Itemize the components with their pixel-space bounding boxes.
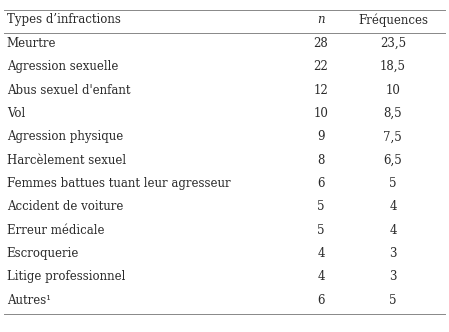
Text: 5: 5 — [389, 294, 396, 307]
Text: 18,5: 18,5 — [380, 60, 406, 73]
Text: 4: 4 — [317, 247, 325, 260]
Text: Types d’infractions: Types d’infractions — [7, 14, 121, 27]
Text: 8,5: 8,5 — [383, 107, 402, 120]
Text: Agression sexuelle: Agression sexuelle — [7, 60, 118, 73]
Text: 22: 22 — [314, 60, 328, 73]
Text: 5: 5 — [317, 201, 325, 213]
Text: 8: 8 — [317, 154, 325, 167]
Text: 6: 6 — [317, 177, 325, 190]
Text: Abus sexuel d'enfant: Abus sexuel d'enfant — [7, 84, 130, 97]
Text: Autres¹: Autres¹ — [7, 294, 51, 307]
Text: n: n — [317, 14, 325, 27]
Text: Vol: Vol — [7, 107, 25, 120]
Text: Agression physique: Agression physique — [7, 130, 123, 143]
Text: 10: 10 — [313, 107, 329, 120]
Text: 4: 4 — [389, 224, 396, 237]
Text: 12: 12 — [314, 84, 328, 97]
Text: Accident de voiture: Accident de voiture — [7, 201, 123, 213]
Text: Fréquences: Fréquences — [358, 14, 428, 27]
Text: 6,5: 6,5 — [383, 154, 402, 167]
Text: 23,5: 23,5 — [380, 37, 406, 50]
Text: 4: 4 — [317, 271, 325, 284]
Text: 7,5: 7,5 — [383, 130, 402, 143]
Text: 4: 4 — [389, 201, 396, 213]
Text: 3: 3 — [389, 271, 396, 284]
Text: Meurtre: Meurtre — [7, 37, 56, 50]
Text: 6: 6 — [317, 294, 325, 307]
Text: 28: 28 — [314, 37, 328, 50]
Text: Erreur médicale: Erreur médicale — [7, 224, 104, 237]
Text: Litige professionnel: Litige professionnel — [7, 271, 125, 284]
Text: 5: 5 — [317, 224, 325, 237]
Text: 9: 9 — [317, 130, 325, 143]
Text: Femmes battues tuant leur agresseur: Femmes battues tuant leur agresseur — [7, 177, 230, 190]
Text: Harcèlement sexuel: Harcèlement sexuel — [7, 154, 126, 167]
Text: 5: 5 — [389, 177, 396, 190]
Text: 10: 10 — [385, 84, 401, 97]
Text: 3: 3 — [389, 247, 396, 260]
Text: Escroquerie: Escroquerie — [7, 247, 79, 260]
